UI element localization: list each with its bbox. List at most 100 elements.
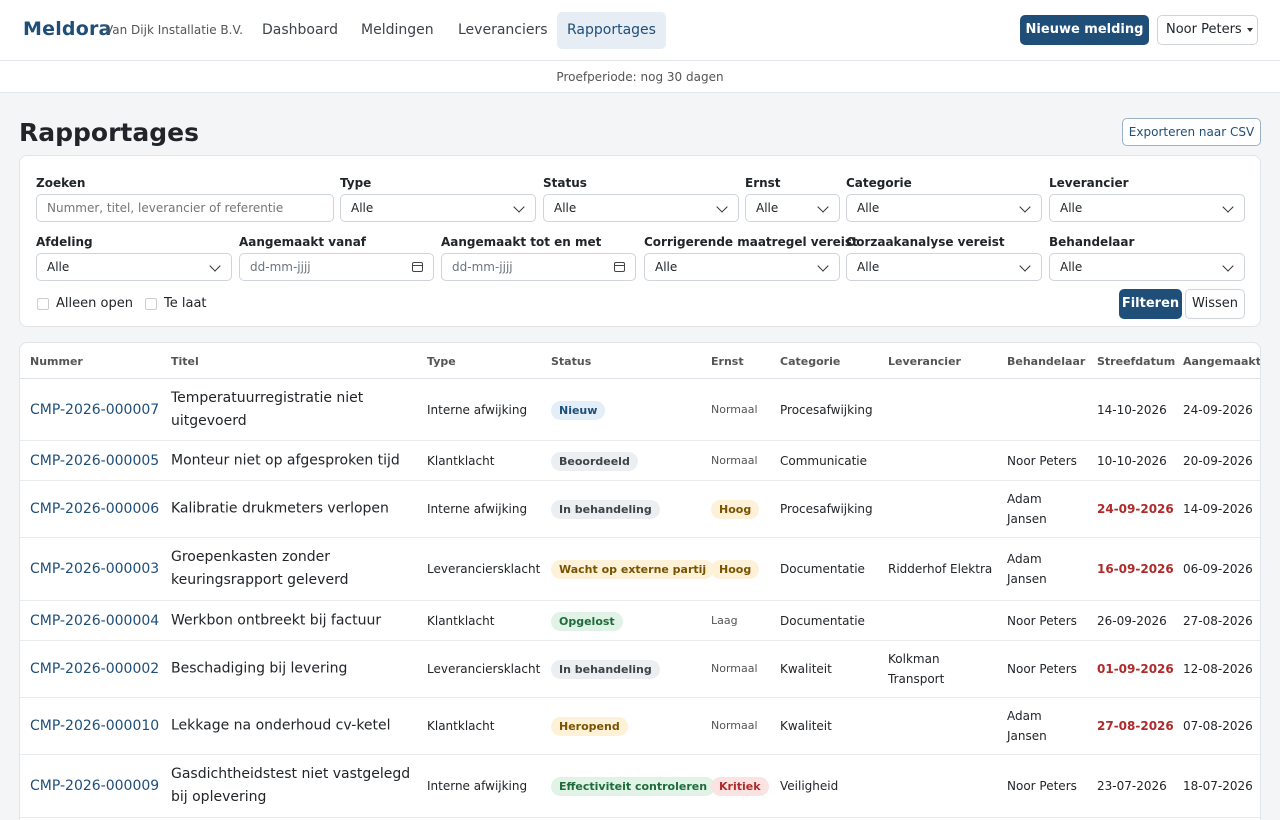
- results-table: Nummer Titel Type Status Ernst Categorie…: [19, 342, 1261, 820]
- col-header-behandelaar[interactable]: Behandelaar: [1007, 355, 1086, 368]
- row-number-link[interactable]: CMP-2026-000007: [30, 401, 160, 418]
- categorie-select[interactable]: Alle: [846, 194, 1042, 222]
- only-open-label[interactable]: Alleen open: [56, 296, 133, 311]
- table-row[interactable]: CMP-2026-000003 Groepenkasten zonder keur…: [20, 538, 1260, 601]
- row-type: Klantklacht: [427, 719, 495, 733]
- row-aangemaakt: 24-09-2026: [1183, 402, 1253, 417]
- row-aangemaakt: 18-07-2026: [1183, 779, 1253, 793]
- caret-down-icon: [1246, 27, 1253, 32]
- afdeling-select[interactable]: Alle: [36, 253, 232, 281]
- row-number-link[interactable]: CMP-2026-000006: [30, 501, 160, 517]
- col-header-categorie[interactable]: Categorie: [780, 355, 841, 368]
- created-from-date-input[interactable]: dd-mm-jjjj: [239, 253, 434, 281]
- status-value: Alle: [554, 201, 577, 215]
- row-type: Klantklacht: [427, 453, 495, 468]
- row-number-link[interactable]: CMP-2026-000004: [30, 612, 160, 629]
- row-type: Leveranciersklacht: [427, 662, 541, 676]
- col-header-nummer[interactable]: Nummer: [30, 355, 83, 368]
- clear-filter-button[interactable]: Wissen: [1185, 289, 1245, 319]
- top-navbar: Meldora Van Dijk Installatie B.V. Dashbo…: [0, 0, 1280, 61]
- row-categorie: Communicatie: [780, 453, 868, 468]
- table-row[interactable]: CMP-2026-000009 Gasdichtheidstest niet va…: [20, 755, 1260, 818]
- row-number-link[interactable]: CMP-2026-000002: [30, 661, 160, 677]
- row-status-cell: Wacht op externe partij: [551, 559, 715, 579]
- table-row[interactable]: CMP-2026-000002 Beschadiging bij levering…: [20, 641, 1260, 698]
- table-row[interactable]: CMP-2026-000004 Werkbon ontbreekt bij fac…: [20, 601, 1260, 641]
- ernst-value: Alle: [756, 201, 779, 215]
- row-status-cell: Opgelost: [551, 611, 623, 631]
- chevron-down-icon: [513, 201, 525, 213]
- app-logo[interactable]: Meldora: [23, 18, 112, 40]
- type-label: Type: [340, 176, 372, 190]
- row-leverancier: Ridderhof Elektra: [888, 562, 993, 576]
- row-streefdatum: 24-09-2026: [1097, 502, 1174, 516]
- status-badge: In behandeling: [551, 500, 660, 519]
- row-type: Interne afwijking: [427, 779, 528, 793]
- user-name: Noor Peters: [1166, 22, 1242, 37]
- row-number-link[interactable]: CMP-2026-000009: [30, 778, 160, 794]
- only-open-checkbox[interactable]: [37, 298, 49, 310]
- table-row[interactable]: CMP-2026-000005 Monteur niet op afgesprok…: [20, 441, 1260, 481]
- row-type: Leveranciersklacht: [427, 562, 541, 576]
- row-status-cell: In behandeling: [551, 659, 660, 679]
- table-row[interactable]: CMP-2026-000006 Kalibratie drukmeters ver…: [20, 481, 1260, 538]
- col-header-streefdatum[interactable]: Streefdatum: [1097, 355, 1176, 368]
- late-checkbox[interactable]: [145, 298, 157, 310]
- calendar-icon[interactable]: [614, 262, 625, 272]
- status-select[interactable]: Alle: [543, 194, 739, 222]
- created-to-date-input[interactable]: dd-mm-jjjj: [441, 253, 636, 281]
- new-report-button[interactable]: Nieuwe melding: [1020, 15, 1149, 45]
- row-status-cell: Beoordeeld: [551, 451, 638, 471]
- created-to-label: Aangemaakt tot en met: [441, 235, 602, 249]
- apply-filter-button[interactable]: Filteren: [1119, 289, 1182, 319]
- chevron-down-icon: [716, 201, 728, 213]
- row-behandelaar: Adam Jansen: [1007, 709, 1047, 743]
- leverancier-value: Alle: [1060, 201, 1083, 215]
- status-badge: Nieuw: [551, 400, 606, 420]
- col-header-leverancier[interactable]: Leverancier: [888, 355, 961, 368]
- type-select[interactable]: Alle: [340, 194, 536, 222]
- row-number-link[interactable]: CMP-2026-000003: [30, 561, 160, 577]
- row-streefdatum: 26-09-2026: [1097, 613, 1167, 628]
- row-streefdatum: 23-07-2026: [1097, 779, 1167, 793]
- handler-select[interactable]: Alle: [1049, 253, 1245, 281]
- late-label[interactable]: Te laat: [164, 296, 207, 311]
- categorie-label: Categorie: [846, 176, 912, 190]
- root-cause-select[interactable]: Alle: [846, 253, 1042, 281]
- table-row[interactable]: CMP-2026-000010 Lekkage na onderhoud cv-k…: [20, 698, 1260, 755]
- row-categorie: Procesafwijking: [780, 502, 873, 516]
- chevron-down-icon: [817, 260, 829, 272]
- nav-dashboard[interactable]: Dashboard: [262, 22, 338, 38]
- col-header-titel[interactable]: Titel: [171, 355, 199, 368]
- col-header-ernst[interactable]: Ernst: [711, 355, 744, 368]
- trial-text: Proefperiode: nog 30 dagen: [556, 70, 724, 84]
- col-header-status[interactable]: Status: [551, 355, 592, 368]
- row-type: Interne afwijking: [427, 502, 528, 516]
- nav-rapportages[interactable]: Rapportages: [557, 12, 666, 49]
- leverancier-select[interactable]: Alle: [1049, 194, 1245, 222]
- row-title: Temperatuurregistratie niet uitgevoerd: [171, 389, 364, 429]
- row-status-cell: Effectiviteit controleren: [551, 776, 716, 796]
- search-input[interactable]: [36, 194, 334, 222]
- row-ernst: Laag: [711, 613, 738, 627]
- col-header-aangemaakt[interactable]: Aangemaakt: [1183, 355, 1261, 368]
- table-row[interactable]: CMP-2026-000007 Temperatuurregistratie ni…: [20, 379, 1260, 441]
- row-type: Interne afwijking: [427, 402, 528, 417]
- corrective-select[interactable]: Alle: [644, 253, 840, 281]
- root-cause-value: Alle: [857, 260, 880, 274]
- ernst-select[interactable]: Alle: [745, 194, 840, 222]
- row-number-link[interactable]: CMP-2026-000010: [30, 718, 160, 734]
- nav-leveranciers[interactable]: Leveranciers: [458, 22, 548, 38]
- nav-meldingen[interactable]: Meldingen: [361, 22, 434, 38]
- afdeling-value: Alle: [47, 260, 70, 274]
- user-menu[interactable]: Noor Peters: [1157, 15, 1258, 45]
- row-status-cell: Nieuw: [551, 400, 606, 420]
- categorie-value: Alle: [857, 201, 880, 215]
- row-number-link[interactable]: CMP-2026-000005: [30, 452, 160, 469]
- row-title: Monteur niet op afgesproken tijd: [171, 452, 400, 468]
- calendar-icon[interactable]: [412, 262, 423, 272]
- status-badge: Beoordeeld: [551, 451, 638, 471]
- col-header-type[interactable]: Type: [427, 355, 456, 368]
- export-csv-button[interactable]: Exporteren naar CSV: [1122, 118, 1261, 146]
- status-badge: Wacht op externe partij: [551, 560, 715, 579]
